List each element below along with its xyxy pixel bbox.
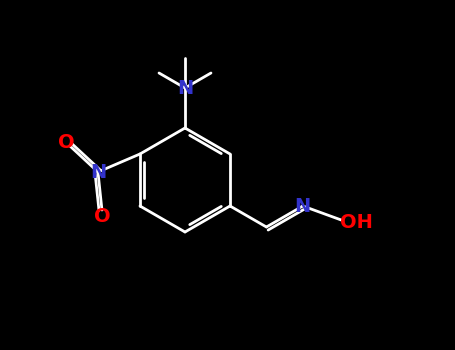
Text: OH: OH — [340, 213, 373, 232]
Text: N: N — [177, 78, 193, 98]
Text: N: N — [90, 162, 106, 182]
Text: O: O — [94, 206, 110, 225]
Text: N: N — [295, 196, 311, 216]
Text: O: O — [58, 133, 74, 152]
